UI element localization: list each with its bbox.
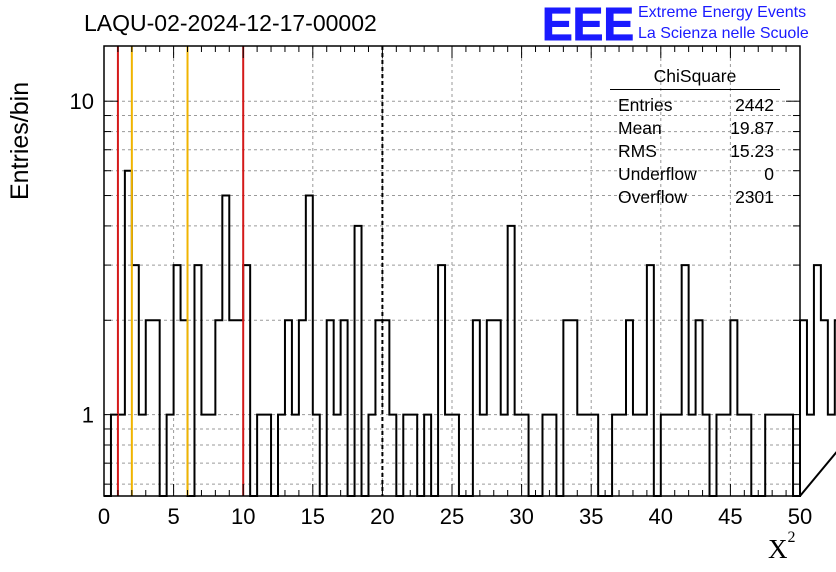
- logo-caption-line1: Extreme Energy Events: [638, 4, 807, 21]
- logo-caption-line2: La Scienza nelle Scuole: [638, 25, 809, 42]
- stats-box-title: ChiSquare: [610, 66, 780, 90]
- stats-label: Overflow: [618, 187, 688, 207]
- x-tick-label: 35: [579, 504, 603, 529]
- stats-label: RMS: [618, 141, 657, 161]
- histogram-step-line: [104, 169, 836, 497]
- eee-logo-mark: EEE: [542, 0, 634, 44]
- stats-value: 2301: [735, 187, 774, 207]
- histogram-bars: [104, 169, 836, 497]
- x-tick-label: 40: [649, 504, 673, 529]
- x-tick-label: 10: [231, 504, 255, 529]
- stats-label: Entries: [618, 95, 673, 115]
- logo-caption: Extreme Energy Events La Scienza nelle S…: [638, 2, 809, 44]
- y-tick-label: 1: [82, 403, 94, 428]
- reference-lines: [116, 46, 384, 496]
- y-axis-label: Entries/bin: [6, 81, 34, 200]
- stats-value: 19.87: [730, 118, 774, 138]
- x-tick-label: 5: [167, 504, 179, 529]
- x-tick-label: 20: [370, 504, 394, 529]
- stats-label: Underflow: [618, 164, 697, 184]
- x-tick-label: 15: [301, 504, 325, 529]
- eee-logo: EEE: [542, 0, 635, 44]
- axes: 0 5 10 15 20 25 30 35 40 45 50 1 10: [70, 45, 812, 529]
- stats-value: 2442: [735, 95, 774, 115]
- stats-row-underflow: Underflow 0: [612, 163, 778, 186]
- stats-row-entries: Entries 2442: [612, 94, 778, 117]
- stats-value: 15.23: [730, 141, 774, 161]
- stats-value: 0: [764, 164, 774, 184]
- run-title: LAQU-02-2024-12-17-00002: [84, 10, 377, 36]
- x-axis-label-exponent: 2: [787, 529, 796, 546]
- x-axis-label: X2: [768, 529, 796, 565]
- stats-row-mean: Mean 19.87: [612, 117, 778, 140]
- stats-row-rms: RMS 15.23: [612, 140, 778, 163]
- x-axis-label-base: X: [768, 534, 788, 564]
- x-tick-label: 25: [440, 504, 464, 529]
- stats-row-overflow: Overflow 2301: [612, 186, 778, 209]
- y-tick-label: 10: [70, 89, 94, 114]
- x-tick-label: 45: [718, 504, 742, 529]
- stats-label: Mean: [618, 118, 662, 138]
- stats-box: ChiSquare Entries 2442 Mean 19.87 RMS 15.23…: [610, 66, 780, 209]
- x-tick-label: 30: [509, 504, 533, 529]
- x-tick-label: 50: [788, 504, 812, 529]
- x-tick-label: 0: [98, 504, 110, 529]
